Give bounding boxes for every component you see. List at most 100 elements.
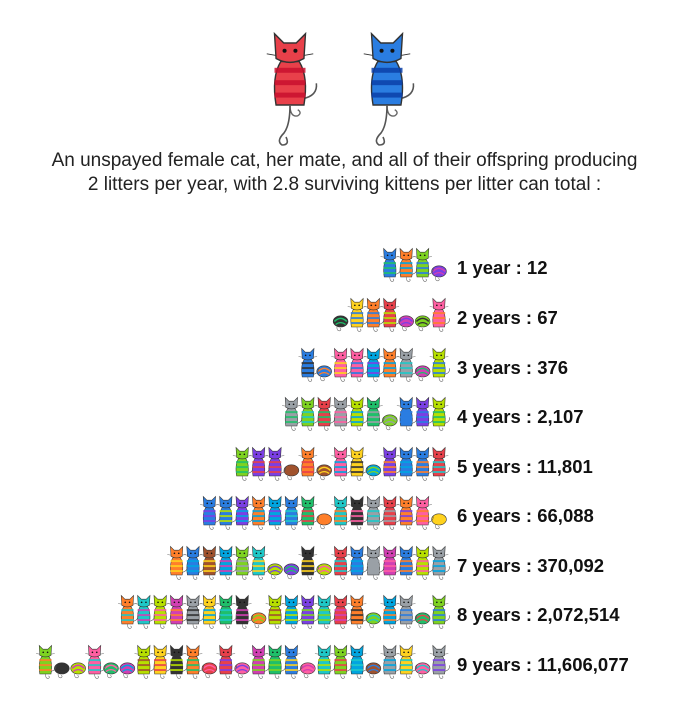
kitten-icon [380,495,401,530]
kitten-row-2 [332,297,450,332]
kitten-icon [232,495,254,530]
kitten-icon [282,495,303,530]
kitten-icon [382,414,398,431]
kitten-icon [331,644,352,679]
kitten-icon [70,662,86,679]
kitten-icon [414,315,431,332]
kitten-row-8 [118,594,450,629]
kitten-icon [183,644,204,679]
kitten-icon [200,545,221,580]
kitten-icon [331,545,352,580]
kitten-icon [396,446,418,481]
kitten-row-9 [36,644,450,679]
kitten-icon [429,594,450,629]
year-label-1: 1 year : 12 [457,257,548,278]
kitten-icon [365,464,382,481]
kitten-icon [300,662,316,679]
kitten-icon [314,644,336,679]
kitten-icon [380,297,401,332]
kitten-icon [150,594,172,629]
kitten-icon [282,594,303,629]
kitten-icon [265,644,286,679]
kitten-icon [413,396,434,431]
kitten-icon [398,315,414,332]
kitten-icon [265,495,286,530]
kitten-icon [250,612,267,629]
kitten-icon [396,247,418,282]
headline-line-2: 2 litters per year, with 2.8 surviving k… [87,174,602,195]
kitten-icon [347,446,368,481]
kitten-icon [183,594,204,629]
kitten-icon [364,545,385,580]
kitten-icon [429,446,450,481]
kitten-icon [332,315,349,332]
kitten-icon [167,594,188,629]
year-label-4: 4 years : 2,107 [457,406,584,427]
kitten-icon [216,644,237,679]
kitten-icon [150,644,172,679]
kitten-icon [364,495,385,530]
kitten-icon [134,594,155,629]
kitten-icon [414,365,431,382]
kitten-icon [413,495,434,530]
kitten-icon [134,644,155,679]
kitten-icon [396,644,418,679]
kitten-icon [103,662,119,679]
kitten-icon [413,446,434,481]
kitten-icon [347,297,368,332]
parent-cats-illustration [266,31,415,146]
kitten-icon [316,365,332,382]
kitten-icon [331,347,352,382]
year-label-9: 9 years : 11,606,077 [457,654,629,675]
headline-line-1: An unspayed female cat, her mate, and al… [51,150,638,171]
kitten-row-7 [167,545,450,580]
kitten-icon [364,297,385,332]
kitten-icon [396,347,418,382]
kitten-icon [200,594,221,629]
kitten-icon [331,495,352,530]
kitten-icon [267,563,283,580]
kitten-icon [249,495,270,530]
year-label-7: 7 years : 370,092 [457,555,605,576]
kitten-icon [298,545,319,580]
kitten-icon [265,594,286,629]
kitten-icon [36,644,57,679]
male-cat-icon [363,31,415,146]
kitten-icon [429,297,450,332]
kitten-icon [232,545,254,580]
female-cat-icon [266,31,318,146]
kitten-row-1 [380,247,447,282]
kitten-icon [413,247,434,282]
kitten-icon [380,545,401,580]
kitten-icon [314,594,336,629]
kitten-icon [119,662,136,679]
kitten-icon [283,563,300,580]
kitten-icon [283,464,300,481]
kitten-icon [396,495,418,530]
kitten-icon [380,347,401,382]
kitten-icon [282,396,303,431]
kitten-icon [249,446,270,481]
kitten-icon [265,446,286,481]
kitten-icon [429,545,450,580]
kitten-icon [347,594,368,629]
kitten-icon [431,513,447,530]
kitten-icon [298,594,319,629]
kitten-icon [380,446,401,481]
kitten-icon [314,396,336,431]
kitten-icon [364,396,385,431]
year-label-6: 6 years : 66,088 [457,505,594,526]
kitten-icon [216,545,237,580]
kitten-row-6 [200,495,447,530]
kitten-icon [331,446,352,481]
kitten-icon [234,662,250,679]
kitten-icon [347,495,368,530]
kitten-icon [249,644,270,679]
kitten-icon [331,396,352,431]
kitten-icon [85,644,106,679]
kitten-icon [365,662,382,679]
kitten-icon [396,545,418,580]
kitten-icon [232,594,254,629]
kitten-icon [413,545,434,580]
